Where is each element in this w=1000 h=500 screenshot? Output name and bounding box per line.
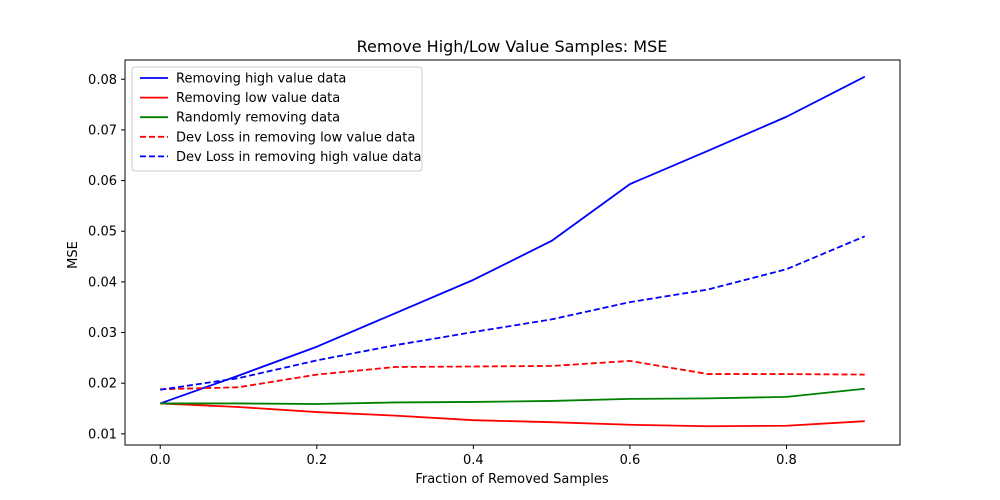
y-tick-label: 0.07: [88, 123, 117, 138]
series-lines: [159, 75, 866, 428]
y-tick-label: 0.04: [88, 275, 117, 290]
x-tick-label: 0.2: [306, 453, 327, 468]
y-tick-label: 0.06: [88, 174, 117, 189]
legend-entry: Dev Loss in removing high value data: [176, 150, 421, 165]
legend-entry: Removing low value data: [176, 91, 340, 106]
x-axis-label: Fraction of Removed Samples: [415, 472, 609, 487]
series-line-3: [160, 387, 865, 405]
series-line-2: [160, 402, 865, 428]
chart-title: Remove High/Low Value Samples: MSE: [357, 37, 668, 56]
y-axis-label: MSE: [66, 241, 81, 269]
y-tick-label: 0.02: [88, 377, 117, 392]
series-line-5: [160, 235, 866, 391]
y-tick-label: 0.08: [88, 73, 117, 88]
legend-entry: Dev Loss in removing low value data: [176, 130, 415, 145]
series-line-1: [159, 75, 866, 405]
plot-frame: [124, 59, 901, 446]
x-tick-label: 0.0: [150, 453, 171, 468]
y-tick-label: 0.03: [88, 326, 117, 341]
x-tick-label: 0.6: [620, 453, 641, 468]
plot-area: [124, 59, 901, 446]
x-tick-label: 0.8: [776, 453, 797, 468]
legend-entry: Removing high value data: [176, 72, 346, 87]
x-tick-label: 0.4: [463, 453, 484, 468]
series-line-4: [160, 360, 865, 391]
legend-entry: Randomly removing data: [176, 111, 340, 126]
legend: Removing high value data Removing low val…: [131, 66, 423, 172]
legend-box: [131, 66, 423, 172]
y-tick-label: 0.01: [88, 427, 117, 442]
y-tick-label: 0.05: [88, 225, 117, 240]
y-axis: 0.01 0.02 0.03 0.04 0.05 0.06 0.07 0.08: [88, 73, 125, 442]
x-axis: 0.0 0.2 0.4 0.6 0.8: [150, 445, 797, 468]
